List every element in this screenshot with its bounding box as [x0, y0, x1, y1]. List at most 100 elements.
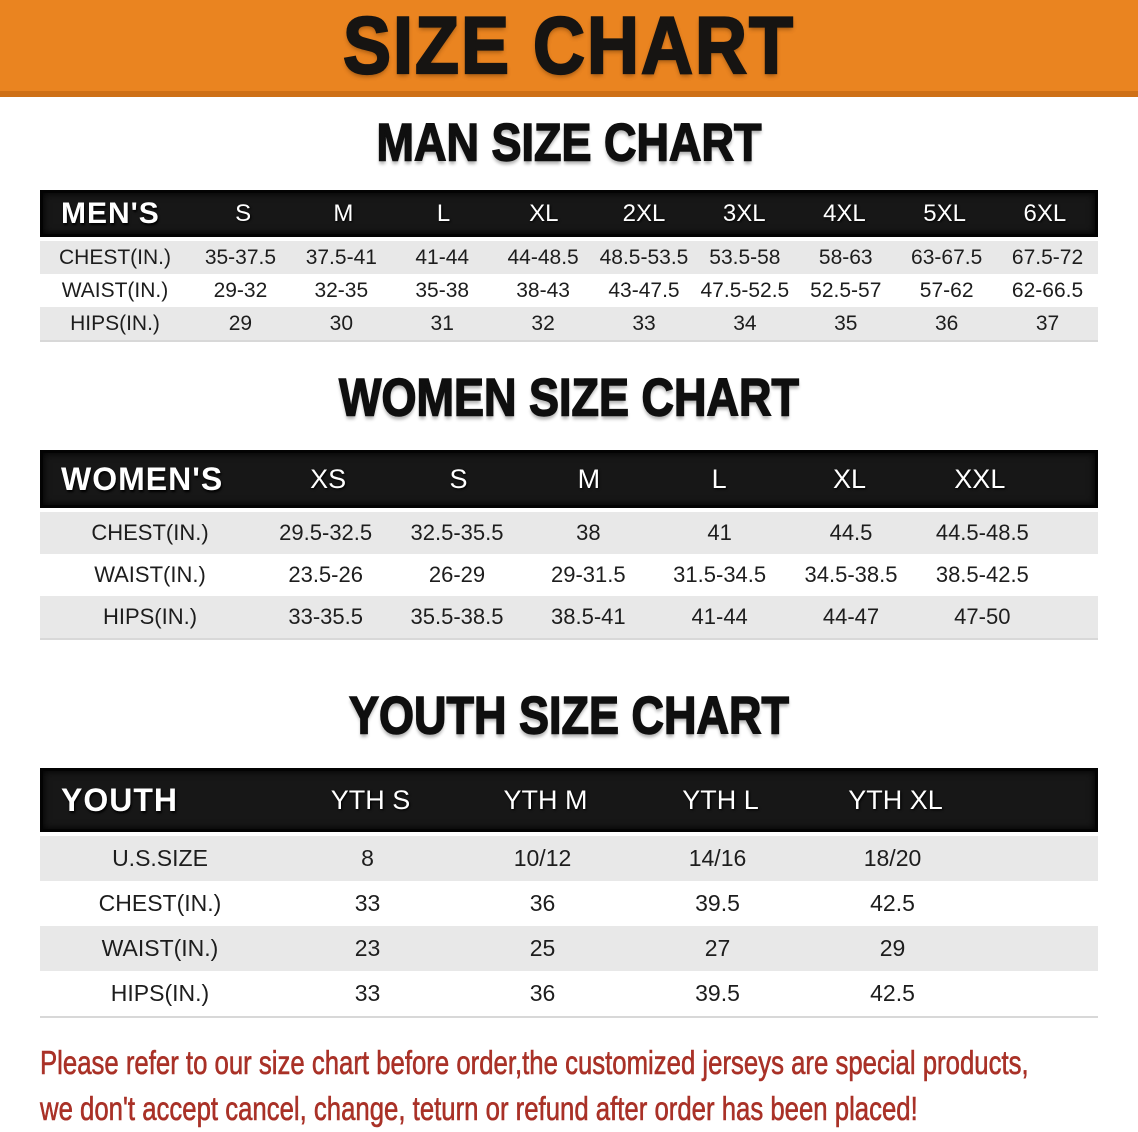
- column-header: XL: [832, 463, 866, 494]
- size-chart-banner-title: SIZE CHART: [342, 0, 795, 91]
- column-header: M: [577, 463, 601, 494]
- table-cell: 38.5-41: [551, 604, 626, 629]
- table-cell: 67.5-72: [1011, 245, 1084, 269]
- row-label: HIPS(IN.): [110, 980, 210, 1006]
- table-cell: 23: [354, 935, 381, 961]
- table-cell: 25: [529, 935, 556, 961]
- table-cell: 41: [707, 520, 732, 545]
- table-cell: 35-37.5: [204, 245, 277, 269]
- table-cell: 38: [576, 520, 601, 545]
- table-cell: 57-62: [919, 278, 974, 302]
- column-header: L: [711, 463, 727, 494]
- table-header-label: MEN'S: [61, 196, 160, 230]
- table-cell: 44-48.5: [507, 245, 579, 269]
- row-label: CHEST(IN.): [91, 520, 209, 545]
- table-cell: 29-32: [213, 278, 268, 302]
- table-cell: 38-43: [516, 278, 570, 302]
- table-cell: 58-63: [818, 245, 873, 269]
- table-cell: 44.5-48.5: [935, 520, 1029, 545]
- column-header: S: [235, 199, 252, 227]
- table-cell: 29: [228, 311, 253, 335]
- table-cell: 33: [354, 890, 381, 916]
- column-header: M: [333, 199, 354, 227]
- table-row: CHEST(IN.) 33 36 39.5 42.5: [40, 881, 1098, 926]
- man-size-chart-title: MAN SIZE CHART: [376, 112, 762, 174]
- row-label: WAIST(IN.): [61, 278, 169, 302]
- column-header: 4XL: [823, 199, 866, 227]
- table-cell: 32.5-35.5: [410, 520, 504, 545]
- table-cell: 32: [531, 311, 555, 335]
- row-label: CHEST(IN.): [59, 245, 171, 269]
- table-header-label: YOUTH: [61, 781, 178, 818]
- table-cell: 53.5-58: [709, 245, 781, 269]
- table-header-label: WOMEN'S: [61, 460, 224, 497]
- table-header-row: MEN'S S M L XL 2XL 3XL 4XL 5XL 6XL: [40, 190, 1098, 237]
- table-cell: 38.5-42.5: [935, 562, 1029, 587]
- table-cell: 18/20: [863, 845, 922, 871]
- table-row: HIPS(IN.) 33 36 39.5 42.5: [40, 971, 1098, 1016]
- table-cell: 42.5: [870, 890, 915, 916]
- column-header: YTH L: [682, 784, 759, 815]
- row-label: HIPS(IN.): [102, 604, 198, 629]
- table-cell: 41-44: [691, 604, 748, 629]
- table-cell: 33-35.5: [288, 604, 363, 629]
- women-size-table: WOMEN'S XS S M L XL XXL CHEST(IN.) 29.5-32.5 32.5…: [40, 450, 1098, 640]
- table-cell: 29: [879, 935, 906, 961]
- table-row: WAIST(IN.) 23 25 27 29: [40, 926, 1098, 971]
- table-cell: 44.5: [829, 520, 873, 545]
- table-cell: 23.5-26: [288, 562, 363, 587]
- table-cell: 36: [529, 980, 556, 1006]
- disclaimer-line-1: Please refer to our size chart before or…: [40, 1044, 1029, 1082]
- table-row: HIPS(IN.) 29 30 31 32 33 34 35 36 37: [40, 307, 1098, 340]
- table-cell: 33: [354, 980, 381, 1006]
- table-cell: 30: [329, 311, 353, 335]
- column-header: S: [449, 463, 468, 494]
- column-header: 3XL: [722, 199, 766, 227]
- table-cell: 52.5-57: [810, 278, 882, 302]
- row-label: CHEST(IN.): [98, 890, 222, 916]
- table-cell: 32-35: [314, 278, 369, 302]
- column-header: 5XL: [923, 199, 966, 227]
- youth-size-table: YOUTH YTH S YTH M YTH L YTH XL U.S.SIZE 8 10/12…: [40, 768, 1098, 1018]
- column-header: YTH M: [503, 784, 588, 815]
- table-cell: 35: [834, 311, 858, 335]
- column-header: YTH S: [330, 784, 411, 815]
- disclaimer-line-2: we don't accept cancel, change, teturn o…: [40, 1090, 918, 1128]
- table-row: HIPS(IN.) 33-35.5 35.5-38.5 38.5-41 41-44 44-…: [40, 596, 1098, 638]
- table-cell: 42.5: [870, 980, 915, 1006]
- table-row: WAIST(IN.) 23.5-26 26-29 29-31.5 31.5-34.5 34…: [40, 554, 1098, 596]
- table-cell: 37: [1035, 311, 1060, 335]
- column-header: L: [436, 199, 451, 227]
- table-header-row: YOUTH YTH S YTH M YTH L YTH XL: [40, 768, 1098, 832]
- table-cell: 27: [704, 935, 731, 961]
- column-header: YTH XL: [848, 784, 943, 815]
- column-header: XS: [310, 463, 347, 494]
- row-label: WAIST(IN.): [101, 935, 219, 961]
- table-cell: 33: [632, 311, 656, 335]
- row-label: HIPS(IN.): [70, 311, 160, 335]
- table-cell: 36: [529, 890, 556, 916]
- disclaimer: Please refer to our size chart before or…: [40, 1040, 1138, 1132]
- table-cell: 8: [361, 845, 374, 871]
- table-cell: 48.5-53.5: [599, 245, 689, 269]
- table-header-row: WOMEN'S XS S M L XL XXL: [40, 450, 1098, 508]
- men-size-table: MEN'S S M L XL 2XL 3XL 4XL 5XL 6XL CHEST(IN.) 35-37…: [40, 190, 1098, 342]
- table-cell: 26-29: [428, 562, 486, 587]
- table-cell: 31: [430, 311, 454, 335]
- table-cell: 35-38: [415, 278, 470, 302]
- table-cell: 47-50: [954, 604, 1011, 629]
- table-cell: 14/16: [688, 845, 747, 871]
- table-cell: 31.5-34.5: [673, 562, 767, 587]
- table-row: CHEST(IN.) 35-37.5 37.5-41 41-44 44-48.5 48.5…: [40, 241, 1098, 274]
- table-cell: 39.5: [695, 890, 740, 916]
- table-cell: 62-66.5: [1011, 278, 1084, 302]
- table-cell: 10/12: [513, 845, 572, 871]
- table-row: CHEST(IN.) 29.5-32.5 32.5-35.5 38 41 44.5 44.5…: [40, 512, 1098, 554]
- table-cell: 41-44: [415, 245, 470, 269]
- table-cell: 47.5-52.5: [700, 278, 790, 302]
- table-cell: 63-67.5: [911, 245, 983, 269]
- table-cell: 37.5-41: [305, 245, 377, 269]
- table-row: WAIST(IN.) 29-32 32-35 35-38 38-43 43-47.5 47.…: [40, 274, 1098, 307]
- row-label: U.S.SIZE: [112, 845, 208, 871]
- column-header: XXL: [954, 463, 1006, 494]
